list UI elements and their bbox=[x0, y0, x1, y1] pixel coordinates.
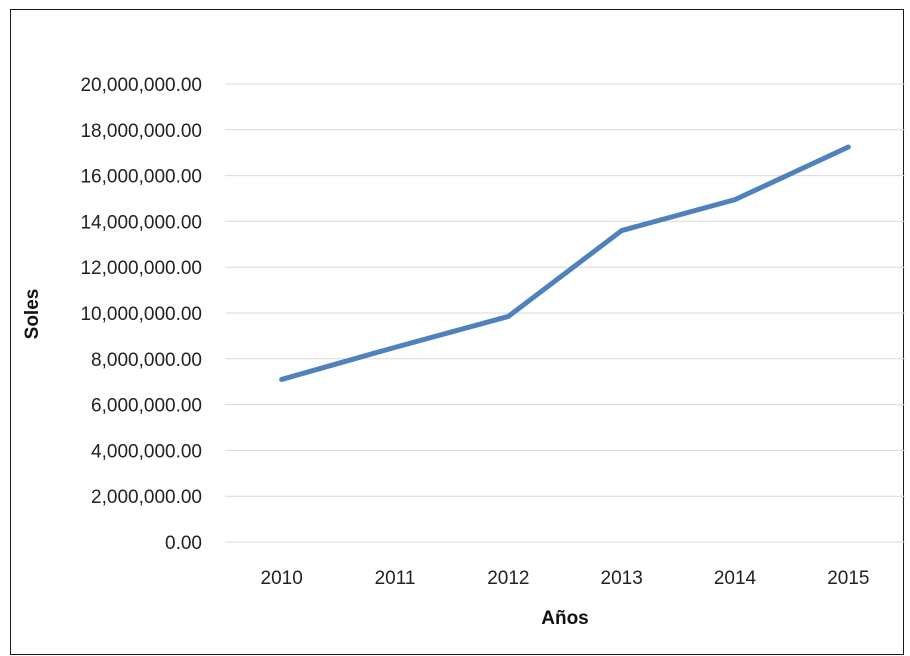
x-tick-label: 2014 bbox=[714, 568, 757, 589]
y-axis-title: Soles bbox=[22, 289, 43, 340]
x-tick-label: 2013 bbox=[601, 568, 643, 589]
y-tick-label: 18,000,000.00 bbox=[80, 121, 202, 142]
y-tick-label: 20,000,000.00 bbox=[80, 75, 202, 96]
x-axis-tick-labels: 2010 2011 2012 2013 2014 2015 bbox=[261, 568, 870, 589]
y-tick-label: 2,000,000.00 bbox=[91, 487, 202, 508]
x-axis-title: Años bbox=[541, 608, 589, 629]
x-tick-label: 2011 bbox=[375, 568, 416, 589]
y-axis-tick-labels: 0.00 2,000,000.00 4,000,000.00 6,000,000.00… bbox=[80, 75, 202, 554]
y-tick-label: 8,000,000.00 bbox=[91, 350, 202, 371]
y-tick-label: 6,000,000.00 bbox=[91, 396, 202, 417]
x-tick-label: 2010 bbox=[261, 568, 303, 589]
series-group bbox=[279, 144, 851, 382]
x-tick-label: 2012 bbox=[487, 568, 529, 589]
y-tick-label: 10,000,000.00 bbox=[80, 304, 202, 325]
gridlines bbox=[225, 83, 905, 543]
y-tick-label: 4,000,000.00 bbox=[91, 441, 202, 462]
y-tick-label: 14,000,000.00 bbox=[80, 212, 202, 233]
x-tick-label: 2015 bbox=[827, 568, 869, 589]
y-tick-label: 16,000,000.00 bbox=[80, 167, 202, 188]
series-line bbox=[279, 144, 851, 382]
y-tick-label: 12,000,000.00 bbox=[80, 258, 202, 279]
y-tick-label: 0.00 bbox=[165, 533, 202, 554]
